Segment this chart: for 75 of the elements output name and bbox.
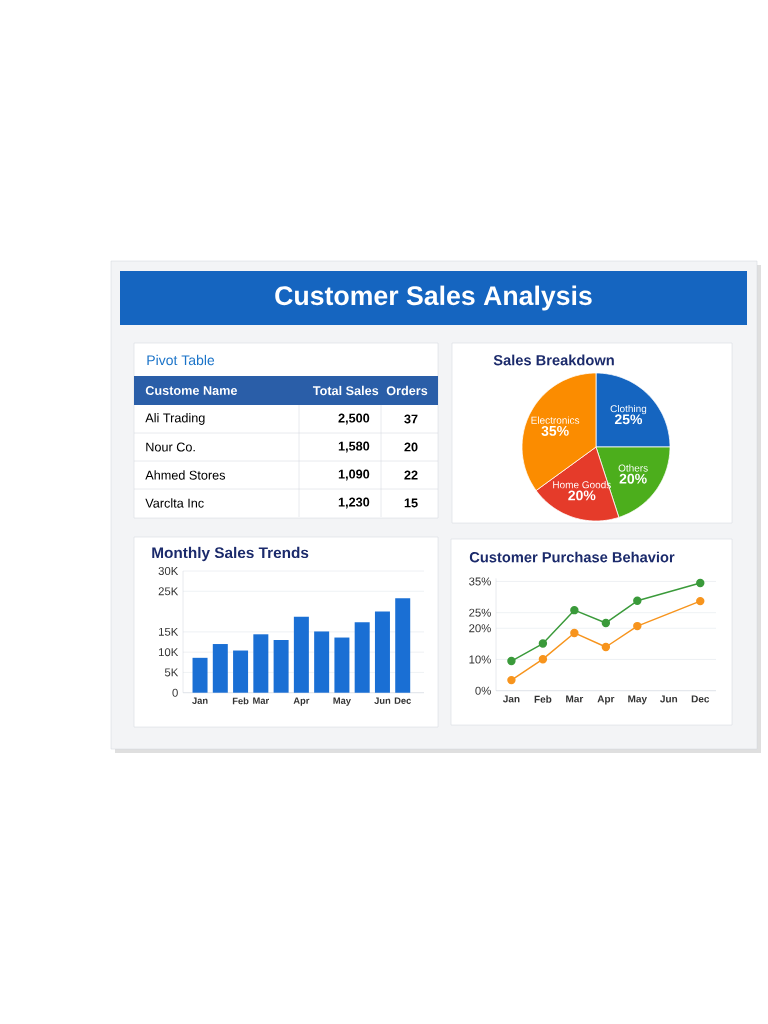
x-tick-label: Feb (232, 697, 249, 705)
y-tick-label: 0% (475, 686, 491, 695)
y-tick-label: 30K (158, 567, 179, 576)
bar (395, 598, 411, 693)
bar (192, 657, 208, 693)
data-label: 20% (568, 490, 596, 501)
x-tick-label: Mar (566, 695, 584, 703)
y-tick-label: 10K (158, 648, 179, 657)
bar (374, 611, 390, 693)
x-tick-label: Jan (502, 695, 520, 703)
text: 15 (404, 498, 418, 508)
bar (334, 637, 350, 693)
chart-title: Customer Purchase Behavior (469, 551, 675, 563)
y-tick-label: 25K (158, 587, 179, 596)
text: 2,500 (338, 413, 370, 425)
text: Varclta Inc (145, 498, 204, 508)
bar (354, 622, 370, 693)
text: Customer Sales Analysis (275, 285, 592, 311)
point (601, 618, 611, 628)
x-tick-label: Apr (597, 695, 615, 705)
data-label: 25% (614, 414, 643, 425)
slice-label: Others (618, 464, 648, 472)
text: 1,580 (338, 441, 370, 453)
point (696, 596, 705, 606)
y-tick-label: 0 (172, 688, 178, 697)
text: Nour Co. (146, 442, 195, 452)
bar (212, 644, 228, 693)
point (538, 654, 548, 664)
text: Ali Trading (145, 413, 205, 425)
x-tick-label: Jun (374, 697, 391, 704)
point (633, 621, 642, 631)
text: Total Sales (312, 385, 379, 396)
point (538, 639, 548, 648)
x-tick-label: Feb (534, 695, 552, 703)
text: Custome Name (145, 386, 238, 395)
bar (253, 634, 269, 693)
x-tick-label: Jun (660, 695, 678, 703)
y-tick-label: 10% (469, 655, 491, 664)
x-tick-label: Dec (394, 697, 411, 704)
data-label: 20% (619, 473, 647, 484)
point (601, 642, 611, 652)
chart-title: Monthly Sales Trends (152, 546, 309, 562)
text: 37 (404, 414, 418, 424)
x-tick-label: Mar (253, 697, 269, 704)
chart-title: Sales Breakdown (493, 354, 614, 366)
text: Pivot Table (147, 354, 215, 366)
bar (293, 616, 309, 693)
x-tick-label: May (628, 695, 647, 705)
text: 1,090 (338, 469, 370, 481)
x-tick-label: May (333, 697, 351, 706)
text: 22 (404, 470, 418, 480)
bar (273, 639, 289, 693)
bar (233, 650, 249, 693)
x-tick-label: Apr (293, 697, 310, 706)
slice-label: Clothing (610, 404, 647, 415)
text: Ahmed Stores (145, 470, 226, 480)
x-tick-label: Dec (691, 695, 710, 703)
y-tick-label: 25% (469, 608, 491, 617)
text: Orders (386, 385, 428, 396)
data-label: 35% (541, 425, 569, 436)
text: 20 (404, 442, 418, 452)
y-tick-label: 5K (164, 668, 179, 677)
bar (314, 631, 330, 693)
point (570, 605, 579, 615)
slice-label: Electronics (531, 416, 580, 424)
point (570, 628, 579, 638)
y-tick-label: 35% (469, 577, 491, 586)
point (507, 656, 516, 666)
point (507, 675, 516, 685)
point (696, 578, 705, 588)
y-tick-label: 15K (158, 627, 179, 636)
x-tick-label: Jan (192, 697, 208, 704)
point (633, 596, 642, 605)
y-tick-label: 20% (469, 624, 491, 633)
text: 1,230 (338, 497, 370, 509)
